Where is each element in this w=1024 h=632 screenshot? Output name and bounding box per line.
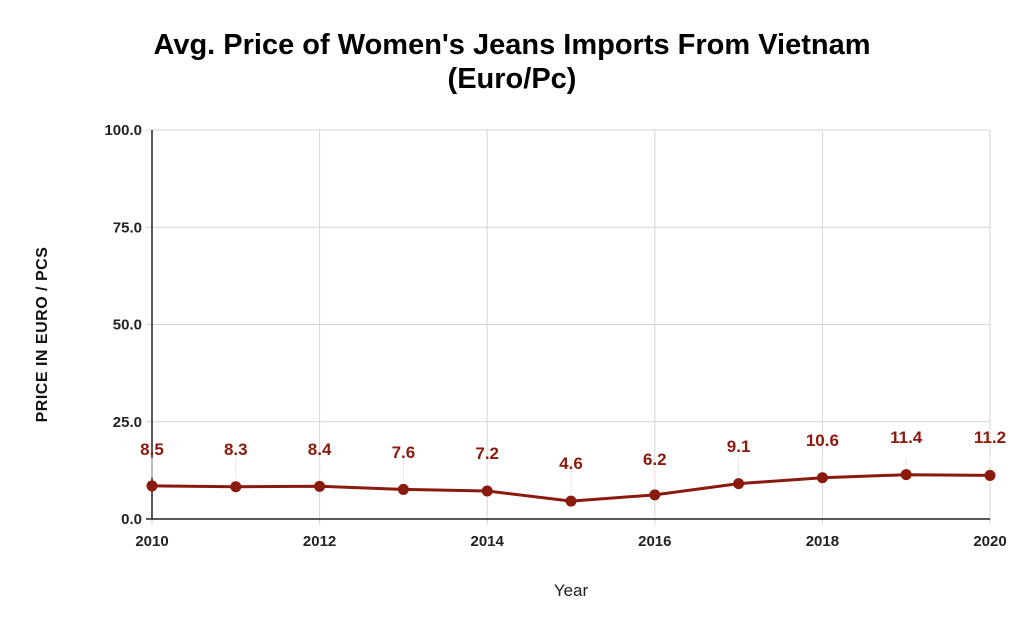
y-axis-title: PRICE IN EURO / PCS — [34, 247, 51, 423]
x-tick-label: 2018 — [806, 533, 839, 550]
x-tick-label: 2020 — [973, 533, 1006, 550]
data-point — [900, 469, 912, 481]
data-point — [649, 489, 661, 501]
data-label: 8.3 — [224, 440, 248, 459]
chart-title-line-1: Avg. Price of Women's Jeans Imports From… — [153, 29, 871, 61]
data-labels: 8.5 8.3 8.4 7.6 7.2 4.6 6.2 9.1 10.6 11.4 11.2 — [140, 428, 1006, 494]
data-point — [816, 472, 828, 484]
y-tick-label: 50.0 — [113, 317, 142, 334]
chart-title: Avg. Price of Women's Jeans Imports From… — [0, 28, 1024, 96]
data-point — [733, 478, 745, 490]
x-tick-label: 2014 — [471, 533, 505, 550]
data-label: 7.2 — [475, 444, 499, 463]
x-tick-label: 2012 — [303, 533, 336, 550]
data-point — [314, 480, 326, 492]
series-group — [146, 469, 996, 507]
x-axis-ticks: 2010 2012 2014 2016 2018 2020 — [135, 533, 1006, 550]
data-label: 11.4 — [890, 428, 923, 447]
data-label: 8.4 — [308, 440, 332, 459]
data-point — [984, 469, 996, 481]
data-point — [397, 483, 409, 495]
y-axis-ticks: 0.0 25.0 50.0 75.0 100.0 — [104, 122, 142, 528]
data-point — [565, 495, 577, 507]
x-tick-label: 2010 — [135, 533, 168, 550]
x-axis-title: Year — [554, 581, 589, 600]
axes — [146, 130, 990, 520]
y-tick-label: 25.0 — [113, 414, 142, 431]
data-label: 7.6 — [392, 443, 416, 462]
data-point — [481, 485, 493, 497]
data-label: 9.1 — [727, 437, 751, 456]
data-point — [230, 481, 242, 493]
data-point — [146, 480, 158, 492]
y-tick-label: 100.0 — [104, 122, 142, 139]
y-tick-label: 75.0 — [113, 219, 142, 236]
chart-title-line-2: (Euro/Pc) — [447, 63, 577, 95]
data-label: 11.2 — [974, 428, 1006, 447]
data-label: 10.6 — [806, 431, 839, 450]
data-label: 4.6 — [559, 454, 583, 473]
data-label: 8.5 — [140, 440, 164, 459]
x-tick-label: 2016 — [638, 533, 671, 550]
y-tick-label: 0.0 — [121, 511, 142, 528]
data-label: 6.2 — [643, 450, 667, 469]
